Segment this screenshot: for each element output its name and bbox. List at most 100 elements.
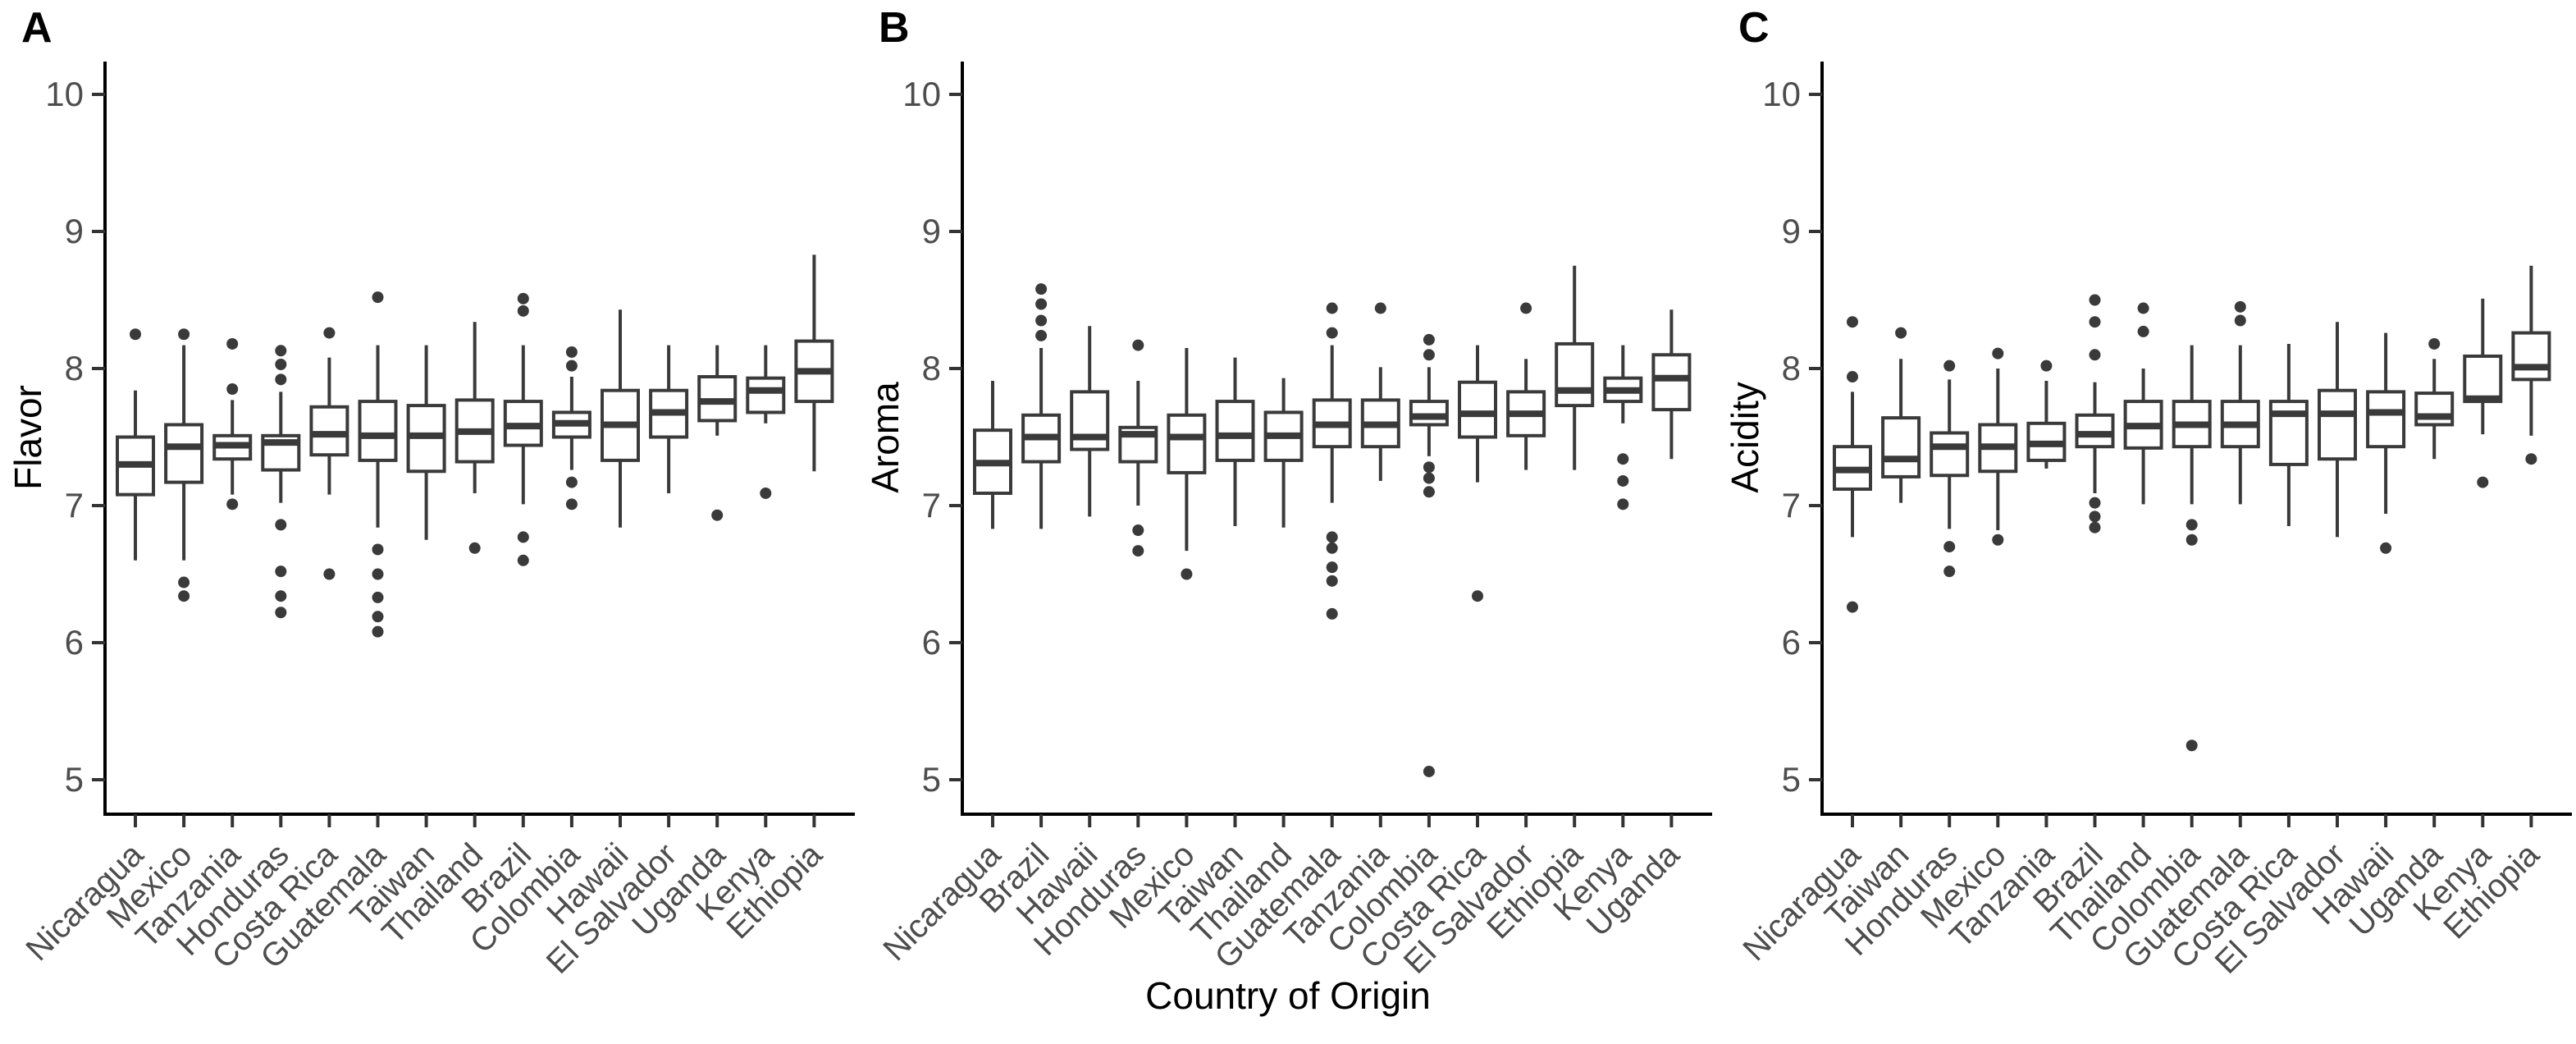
outlier-dot <box>711 509 724 521</box>
outlier-dot <box>1035 314 1048 327</box>
outlier-dot <box>323 568 336 580</box>
iqr-box <box>2075 413 2115 449</box>
outlier-dot <box>2137 325 2149 337</box>
outlier-dot <box>1326 607 1338 620</box>
outlier-dot <box>1326 561 1338 574</box>
outlier-dot <box>1326 327 1338 339</box>
outlier-dot <box>178 590 190 602</box>
y-tick-label: 9 <box>1782 212 1801 250</box>
outlier-dot <box>323 327 336 339</box>
y-tick-label: 5 <box>922 760 941 799</box>
outlier-dot <box>2185 519 2198 531</box>
outlier-dot <box>2234 300 2246 313</box>
iqr-box <box>1651 353 1692 412</box>
outlier-dot <box>1374 302 1386 314</box>
iqr-box <box>1555 341 1595 408</box>
y-tick-label: 8 <box>1782 349 1801 387</box>
outlier-dot <box>2089 511 2101 523</box>
outlier-dot <box>2185 533 2198 546</box>
y-tick-label: 10 <box>45 75 84 113</box>
outlier-dot <box>1847 316 1858 328</box>
outlier-dot <box>1847 371 1858 383</box>
outlier-dot <box>565 346 578 358</box>
outlier-dot <box>1423 333 1435 346</box>
boxplot-svg-acidity: 1098765NicaraguaTaiwanHondurasMexicoTanz… <box>1736 62 2572 981</box>
outlier-dot <box>275 345 287 357</box>
iqr-box <box>746 376 786 414</box>
outlier-dot <box>275 566 287 578</box>
outlier-dot <box>517 292 529 304</box>
iqr-box <box>1409 400 1449 427</box>
outlier-dot <box>517 554 529 566</box>
panel-aroma: B Aroma 10 9 8 7 6 5 Nicaragua Brazil Hawaii Hond… <box>857 0 1717 1044</box>
outlier-dot <box>372 591 384 603</box>
iqr-box <box>2414 392 2455 427</box>
outlier-dot <box>2525 453 2537 465</box>
outlier-dot <box>1132 545 1144 557</box>
y-tick-label: 5 <box>1782 760 1801 799</box>
outlier-dot <box>372 611 384 623</box>
outlier-dot <box>178 328 190 341</box>
outlier-dot <box>2089 316 2101 328</box>
outlier-dot <box>1520 302 1532 314</box>
outlier-dot <box>2428 337 2441 350</box>
outlier-dot <box>1423 461 1435 474</box>
outlier-dot <box>275 590 287 602</box>
outlier-dot <box>2040 359 2053 372</box>
outlier-dot <box>226 498 239 511</box>
outlier-dot <box>2089 349 2101 361</box>
outlier-dot <box>1035 283 1048 295</box>
outlier-dot <box>372 625 384 638</box>
outlier-dot <box>1943 359 1956 372</box>
outlier-dot <box>1617 498 1629 511</box>
outlier-dot <box>226 383 239 396</box>
outlier-dot <box>2089 497 2101 509</box>
outlier-dot <box>565 498 578 511</box>
outlier-dot <box>1035 329 1048 341</box>
y-tick-label: 7 <box>65 486 84 524</box>
outlier-dot <box>2185 740 2198 752</box>
outlier-dot <box>1423 765 1435 777</box>
panel-letter-b: B <box>879 4 910 52</box>
outlier-dot <box>760 487 772 499</box>
y-tick-label: 10 <box>1762 75 1801 113</box>
iqr-box <box>1881 416 1921 478</box>
iqr-box <box>164 423 204 484</box>
outlier-dot <box>2137 302 2149 314</box>
outlier-dot <box>1423 486 1435 498</box>
panel-acidity: C Acidity 10 9 8 7 6 5 Nicaragua Taiwan Honduras… <box>1717 0 2576 1044</box>
outlier-dot <box>2089 521 2101 533</box>
outlier-dot <box>1423 349 1435 361</box>
boxplot-svg-aroma: 1098765NicaraguaBrazilHawaiiHondurasMexi… <box>876 62 1712 981</box>
y-tick-label: 5 <box>65 760 84 799</box>
iqr-box <box>2463 354 2503 404</box>
iqr-box <box>1070 390 1110 451</box>
outlier-dot <box>275 519 287 531</box>
outlier-dot <box>275 358 287 370</box>
outlier-dot <box>1992 347 2004 359</box>
outlier-dot <box>1895 327 1907 339</box>
outlier-dot <box>517 531 529 543</box>
outlier-dot <box>1132 339 1144 351</box>
panel-flavor: A Flavor 10 9 8 7 6 5 Nicaragua Mexico Tanzania H… <box>0 0 857 1044</box>
panel-letter-c: C <box>1738 4 1770 52</box>
outlier-dot <box>1617 474 1629 487</box>
outlier-dot <box>565 476 578 488</box>
iqr-box <box>1215 400 1255 462</box>
outlier-dot <box>1617 453 1629 465</box>
outlier-dot <box>468 542 481 554</box>
outlier-dot <box>1181 568 1193 580</box>
outlier-dot <box>1943 541 1956 553</box>
y-tick-label: 9 <box>922 212 941 250</box>
y-tick-label: 6 <box>65 623 84 662</box>
outlier-dot <box>1326 531 1338 543</box>
outlier-dot <box>226 337 239 350</box>
outlier-dot <box>1847 601 1858 613</box>
iqr-box <box>1167 413 1207 474</box>
y-tick-label: 10 <box>902 75 941 113</box>
outlier-dot <box>1132 524 1144 537</box>
outlier-dot <box>1326 575 1338 587</box>
iqr-box <box>1458 380 1497 439</box>
